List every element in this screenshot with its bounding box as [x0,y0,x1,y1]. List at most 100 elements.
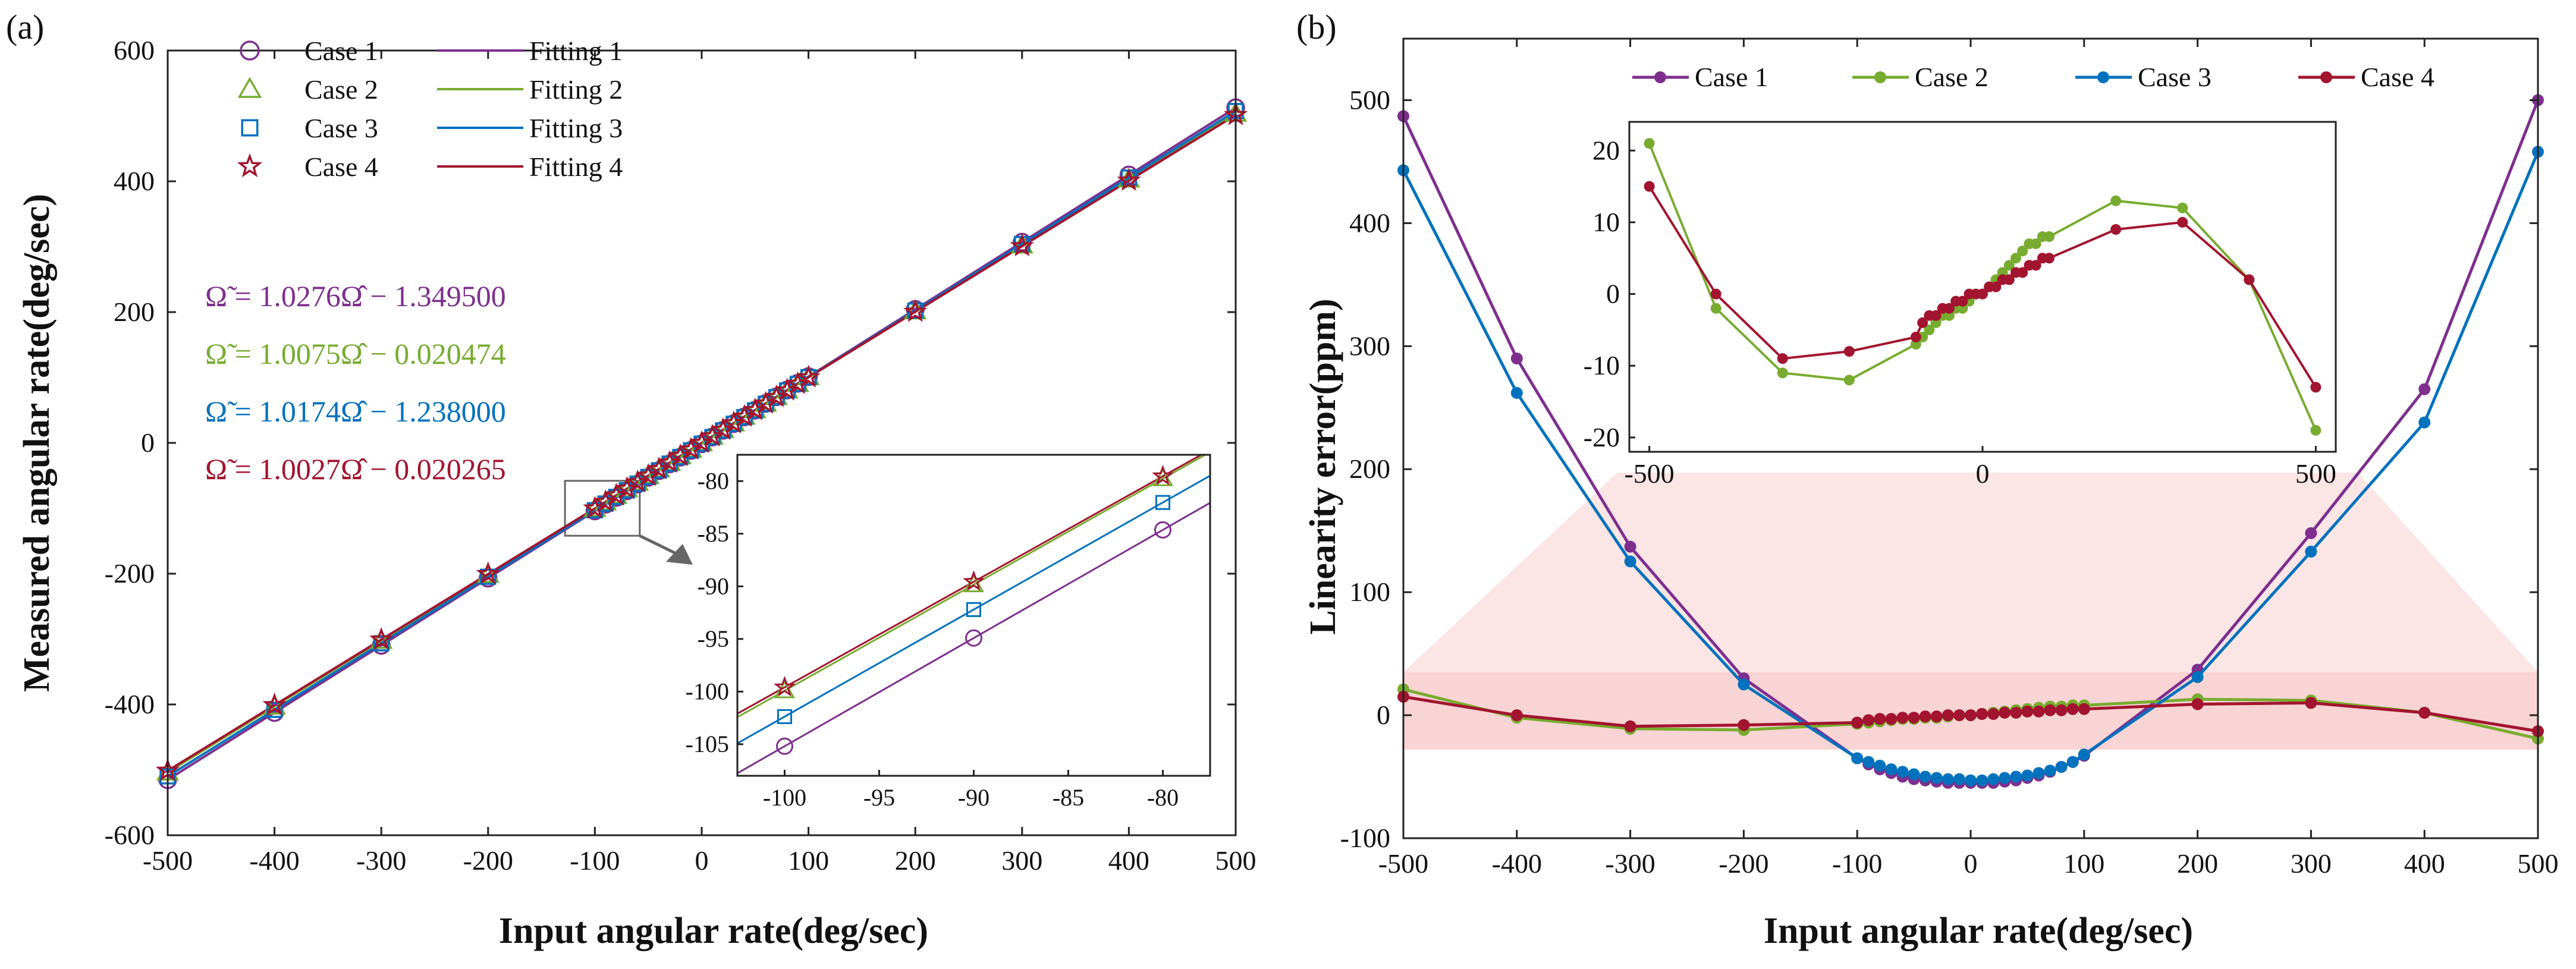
panel-label-b: (b) [1296,8,1337,46]
series-point-case-3 [1920,771,1931,783]
legend-marker-case-2 [240,79,260,97]
inset-b-point-case-2 [1777,367,1788,378]
legend-label-fitting-2: Fitting 2 [529,74,623,105]
series-point-case-3 [2056,761,2068,773]
inset-a-xtick-label: -85 [1053,784,1084,811]
legend-label-case-4: Case 4 [2361,62,2434,92]
chart-b-ytick-label: 300 [1349,331,1390,361]
chart-a-ytick-label: 0 [141,427,155,458]
chart-a-xtick-label: 200 [895,845,936,876]
legend-marker-case-2 [1874,71,1886,83]
chart-b-ytick-label: 400 [1349,207,1390,238]
series-point-case-4 [1885,713,1897,725]
inset-a-ytick-label: -95 [698,625,729,652]
inset-a-ytick-label: -100 [686,678,729,704]
inset-b-point-case-4 [2110,224,2121,235]
series-point-case-4 [1931,710,1943,722]
chart-a-ytick-label: 600 [114,35,155,65]
chart-a-xtick-label: -300 [356,845,406,876]
chart-b-xtick-label: 300 [2291,848,2332,879]
chart-b-xlabel: Input angular rate(deg/sec) [1764,911,2193,951]
inset-b-point-case-2 [2177,203,2188,213]
chart-a-ytick-label: -600 [105,820,155,850]
series-point-case-4 [2044,704,2056,716]
equation-fitting-3: Ω̃ = 1.0174Ω̂ − 1.238000 [205,395,506,428]
inset-b-ytick-label: -10 [1584,350,1620,380]
series-point-case-4 [1862,714,1874,726]
inset-b-ytick-label: 10 [1592,207,1620,237]
legend-label-case-3: Case 3 [2138,62,2211,92]
zoom-arrowhead [666,544,693,565]
series-point-case-3 [1987,773,1999,785]
series-point-case-4 [2418,707,2430,719]
legend-marker-case-4 [240,156,260,175]
inset-b-point-case-4 [1711,289,1721,300]
series-point-case-3 [1511,387,1523,399]
series-point-case-3 [2078,748,2090,760]
chart-a-xtick-label: -200 [463,845,513,876]
legend-label-case-2: Case 2 [1915,62,1988,92]
chart-a-ytick-label: -200 [105,558,155,589]
inset-b-point-case-2 [1644,138,1655,149]
series-point-case-3 [2021,769,2033,781]
inset-a-ytick-label: -80 [698,467,729,494]
chart-b-ytick-label: 200 [1349,454,1390,484]
chart-a-xtick-label: 300 [1001,845,1042,876]
series-point-case-4 [2010,707,2022,719]
series-point-case-4 [1625,721,1636,732]
series-point-case-4 [1942,709,1954,721]
inset-b-ytick-label: 0 [1606,279,1620,309]
chart-b-xtick-label: 500 [2518,848,2559,879]
series-point-case-1 [1625,541,1636,553]
series-point-case-4 [1987,708,1999,720]
series-point-case-4 [1908,712,1920,723]
series-point-case-3 [1738,678,1749,690]
inset-b-point-case-4 [1911,332,1921,342]
chart-b-ytick-label: -100 [1340,823,1390,853]
inset-b-background [1629,122,2336,452]
series-point-case-4 [2021,706,2033,718]
series-point-case-3 [1999,772,2010,784]
chart-b-legend: Case 1 Case 2 Case 3 Case 4 [1632,62,2434,92]
series-point-case-3 [1862,756,1874,768]
series-point-case-3 [1908,768,1920,780]
chart-b-xtick-label: 100 [2063,848,2104,879]
series-point-case-3 [1885,763,1897,775]
chart-a-xtick-label: 0 [695,845,709,876]
legend-marker-case-3 [242,120,257,136]
series-point-case-3 [2067,756,2079,768]
series-point-case-3 [1851,753,1863,764]
series-point-case-4 [1738,719,1749,731]
inset-a-xtick-label: -95 [863,784,895,811]
chart-b-ytick-label: 100 [1349,577,1390,607]
series-point-case-1 [2305,527,2317,539]
legend-label-case-4: Case 4 [304,152,378,182]
chart-b-inset: -500 0 500 -20 -10 0 10 20 [1584,122,2336,489]
series-point-case-3 [2010,771,2022,783]
chart-a-inset: -100 -95 -90 -85 -80-105-100-95-90-85-80 [686,450,1210,811]
series-point-case-4 [1953,709,1965,721]
chart-b-xtick-label: -100 [1832,848,1882,879]
legend-label-case-2: Case 2 [304,74,378,105]
inset-b-point-case-2 [1844,375,1855,385]
inset-b-point-case-2 [2310,425,2321,436]
legend-marker-case-4 [2320,71,2332,83]
zoom-trapezoid [1403,473,2538,672]
series-point-case-4 [2056,704,2068,716]
series-point-case-4 [1874,713,1886,725]
inset-a-ytick-label: -90 [698,572,729,599]
series-point-case-4 [2032,706,2044,718]
equation-fitting-2: Ω̃ = 1.0075Ω̂ − 0.020474 [205,337,506,370]
figure: (a) -500 -400 -300 -200 -100 0 100 200 300 400 500… [0,0,2576,969]
chart-a-ytick-label: 200 [114,297,155,327]
inset-b-point-case-2 [2044,231,2054,242]
equation-fitting-1: Ω̃ = 1.0276Ω̂ − 1.349500 [205,279,506,313]
series-point-case-4 [1897,712,1909,723]
series-point-case-4 [2305,697,2317,709]
inset-b-xtick-label: 0 [1976,458,1990,489]
legend-marker-case-1 [1654,71,1666,83]
inset-b-point-case-4 [2244,274,2254,285]
series-point-case-4 [1920,710,1931,722]
series-point-case-1 [1511,353,1523,364]
inset-b-point-case-2 [1711,303,1721,314]
